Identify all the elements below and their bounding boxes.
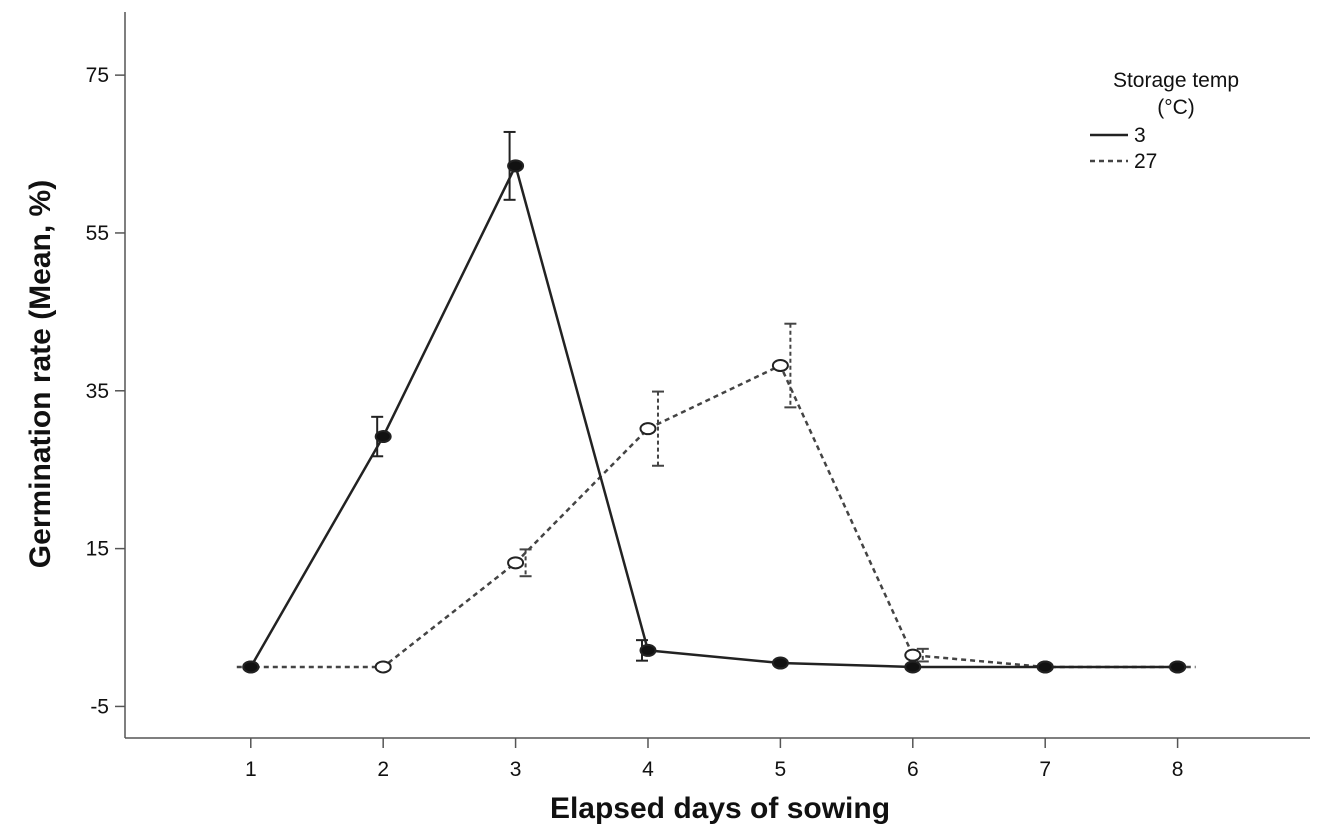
y-tick-label: 15	[86, 538, 109, 561]
legend-label-series-2: 27	[1134, 150, 1157, 173]
y-tick-label: 55	[86, 222, 109, 245]
y-tick-label: -5	[90, 695, 109, 718]
data-point	[771, 656, 789, 670]
legend-title: Storage temp	[1113, 69, 1239, 92]
legend-title-unit: (°C)	[1157, 96, 1195, 119]
x-axis-title: Elapsed days of sowing	[550, 792, 890, 825]
x-tick-label: 4	[642, 758, 654, 781]
y-tick-label: 35	[86, 380, 109, 403]
data-point	[374, 660, 392, 674]
data-point	[771, 359, 789, 373]
x-tick-label: 1	[245, 758, 257, 781]
data-point	[507, 159, 525, 173]
data-point	[1036, 660, 1054, 674]
legend: Storage temp (°C) 3 27	[1090, 69, 1239, 173]
x-tick-label: 8	[1172, 758, 1184, 781]
y-tick-label: 75	[86, 64, 109, 87]
x-tick-label: 3	[510, 758, 522, 781]
series-layer	[236, 130, 1196, 674]
axes: -5 15 35 55 75 1 2 3 4 5 6 7 8	[86, 12, 1310, 781]
legend-label-series-1: 3	[1134, 124, 1146, 147]
x-tick-label: 5	[775, 758, 787, 781]
data-point	[904, 648, 922, 662]
y-axis-title: Germination rate (Mean, %)	[24, 180, 57, 568]
data-point	[374, 430, 392, 444]
data-point	[639, 643, 657, 657]
series-2	[236, 322, 1196, 674]
data-point	[507, 556, 525, 570]
data-point	[242, 660, 260, 674]
x-tick-label: 7	[1039, 758, 1051, 781]
data-point	[1169, 660, 1187, 674]
series-1	[242, 130, 1187, 674]
data-point	[904, 660, 922, 674]
data-point	[639, 422, 657, 436]
x-tick-label: 2	[377, 758, 389, 781]
series-line	[249, 164, 1178, 669]
series-line	[236, 364, 1196, 669]
x-tick-label: 6	[907, 758, 919, 781]
